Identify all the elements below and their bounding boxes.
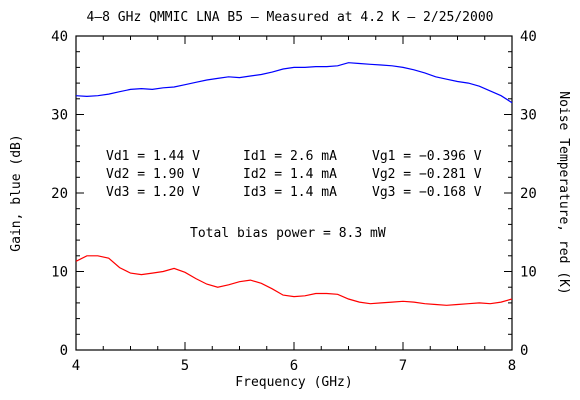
bias-id2: Id2 = 1.4 mA xyxy=(243,167,337,182)
x-tick-label: 5 xyxy=(181,358,189,374)
y-tick-label-left: 0 xyxy=(60,343,68,359)
y-tick-label-left: 30 xyxy=(51,108,68,124)
bias-vg1: Vg1 = −0.396 V xyxy=(372,149,482,164)
bias-vd2: Vd2 = 1.90 V xyxy=(106,167,200,182)
x-tick-label: 6 xyxy=(290,358,298,374)
bias-vd3: Vd3 = 1.20 V xyxy=(106,185,200,200)
y-tick-label-right: 20 xyxy=(520,186,537,202)
chart-title: 4–8 GHz QMMIC LNA B5 – Measured at 4.2 K… xyxy=(87,10,494,25)
bias-vg2: Vg2 = −0.281 V xyxy=(372,167,482,182)
y-axis-label-right: Noise Temperature, red (K) xyxy=(556,91,571,295)
x-axis-label: Frequency (GHz) xyxy=(235,375,352,390)
y-tick-label-left: 10 xyxy=(51,265,68,281)
bias-vg3: Vg3 = −0.168 V xyxy=(372,185,482,200)
y-tick-label-right: 40 xyxy=(520,29,537,45)
series-layer xyxy=(75,62,513,306)
gain-series-line xyxy=(75,62,513,104)
x-tick-label: 7 xyxy=(399,358,407,374)
y-tick-label-right: 10 xyxy=(520,265,537,281)
noise-temperature-series-line xyxy=(75,255,513,306)
x-tick-label: 8 xyxy=(508,358,516,374)
bias-id3: Id3 = 1.4 mA xyxy=(243,185,337,200)
bias-annotations: Vd1 = 1.44 V Id1 = 2.6 mA Vg1 = −0.396 V… xyxy=(106,149,482,241)
y-axis-label-left: Gain, blue (dB) xyxy=(9,134,24,251)
total-bias-power: Total bias power = 8.3 mW xyxy=(190,226,386,241)
y-tick-label-right: 0 xyxy=(520,343,528,359)
y-tick-label-left: 20 xyxy=(51,186,68,202)
bias-id1: Id1 = 2.6 mA xyxy=(243,149,337,164)
y-tick-label-left: 40 xyxy=(51,29,68,45)
bias-vd1: Vd1 = 1.44 V xyxy=(106,149,200,164)
x-tick-label: 4 xyxy=(72,358,80,374)
y-tick-label-right: 30 xyxy=(520,108,537,124)
